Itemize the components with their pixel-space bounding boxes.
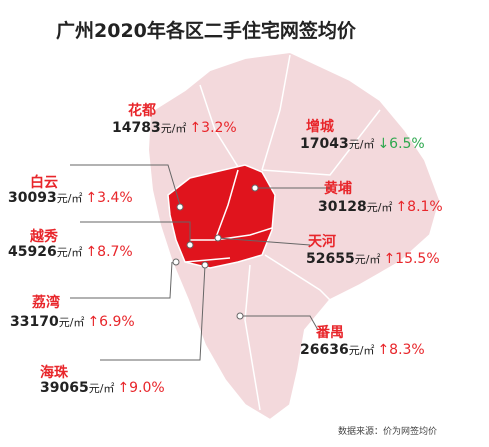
price-change: ↑3.4% <box>85 190 133 206</box>
district-price-line: 52655元/㎡ ↑15.5% <box>306 251 440 267</box>
price: 39065 <box>40 380 89 396</box>
district-price-line: 39065元/㎡ ↑9.0% <box>40 380 165 396</box>
price-change: ↑15.5% <box>383 251 440 267</box>
unit: 元/㎡ <box>354 253 381 266</box>
price: 17043 <box>300 136 349 152</box>
unit: 元/㎡ <box>366 201 393 214</box>
price: 26636 <box>300 342 349 358</box>
leader-line <box>70 164 181 206</box>
district-name: 海珠 <box>40 365 68 381</box>
unit: 元/㎡ <box>348 138 375 151</box>
district-price-line: 26636元/㎡ ↑8.3% <box>300 342 425 358</box>
inner-boundary <box>184 169 273 263</box>
price: 52655 <box>306 251 355 267</box>
leader-line <box>217 237 311 246</box>
markers <box>172 184 259 320</box>
marker <box>214 234 222 242</box>
district-price-line: 17043元/㎡ ↓6.5% <box>300 136 425 152</box>
price: 30128 <box>318 199 367 215</box>
district-price-line: 14783元/㎡ ↑3.2% <box>112 120 237 136</box>
marker <box>186 241 194 249</box>
unit: 元/㎡ <box>88 382 115 395</box>
leader-lines <box>70 164 330 361</box>
district-name: 越秀 <box>30 229 58 245</box>
marker <box>172 258 180 266</box>
price: 45926 <box>8 244 57 260</box>
district-name: 天河 <box>308 234 336 250</box>
district-name: 白云 <box>30 175 58 191</box>
district-price-line: 30093元/㎡ ↑3.4% <box>8 190 133 206</box>
unit: 元/㎡ <box>58 316 85 329</box>
title: 广州2020年各区二手住宅网签均价 <box>56 20 356 42</box>
price: 30093 <box>8 190 57 206</box>
outer-region <box>146 50 442 422</box>
price-change: ↑6.9% <box>87 314 135 330</box>
leader-line <box>80 221 191 245</box>
leader-line <box>70 261 173 299</box>
district-name: 番禺 <box>316 325 344 341</box>
price-change: ↓6.5% <box>377 136 425 152</box>
price: 33170 <box>10 314 59 330</box>
price: 14783 <box>112 120 161 136</box>
district-name: 荔湾 <box>32 295 60 311</box>
source-note: 数据来源：价为网签均价 <box>338 427 438 437</box>
leader-line <box>240 315 319 331</box>
marker <box>251 184 259 192</box>
unit: 元/㎡ <box>348 344 375 357</box>
district-name: 增城 <box>306 119 334 135</box>
price-change: ↑8.3% <box>377 342 425 358</box>
marker <box>236 312 244 320</box>
district-name: 黄埔 <box>324 181 352 197</box>
central-districts <box>167 164 276 269</box>
unit: 元/㎡ <box>160 122 187 135</box>
unit: 元/㎡ <box>56 246 83 259</box>
district-price-line: 45926元/㎡ ↑8.7% <box>8 244 133 260</box>
district-name: 花都 <box>128 103 156 119</box>
boundary <box>199 54 381 411</box>
unit: 元/㎡ <box>56 192 83 205</box>
price-change: ↑9.0% <box>117 380 165 396</box>
leader-line <box>100 264 206 361</box>
marker <box>176 203 184 211</box>
price-change: ↑8.1% <box>395 199 443 215</box>
price-change: ↑8.7% <box>85 244 133 260</box>
district-price-line: 33170元/㎡ ↑6.9% <box>10 314 135 330</box>
marker <box>201 261 209 269</box>
price-change: ↑3.2% <box>189 120 237 136</box>
district-price-line: 30128元/㎡ ↑8.1% <box>318 199 443 215</box>
